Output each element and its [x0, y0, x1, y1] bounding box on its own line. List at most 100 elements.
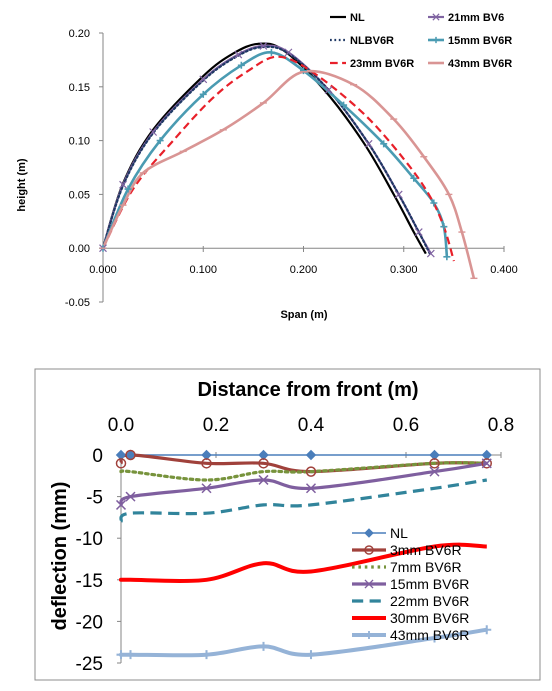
data-point-43mm-bv6r: [430, 633, 439, 643]
top-y-tick-label: 0.00: [69, 243, 90, 255]
legend-marker-15mm-bv6r: [364, 579, 374, 589]
series-line-nl: [101, 42, 427, 255]
top-y-tick-label: 0.15: [69, 82, 90, 94]
legend-marker-43mm-bv6r: [364, 630, 374, 640]
bot-x-tick-label: 0.2: [203, 415, 229, 436]
data-point-15mm-bv6r: [410, 174, 418, 182]
top-y-tick-label: 0.05: [69, 189, 90, 201]
top-y-tick-label: -0.05: [65, 297, 90, 309]
data-point-15mm-bv6r: [429, 466, 440, 477]
legend-label-43mm-bv6r: 43mm BV6R: [448, 58, 512, 70]
data-point-15mm-bv6r: [199, 90, 207, 98]
data-point-21mm-bv6: [259, 41, 268, 50]
series-line-7mm-bv6r: [119, 461, 489, 482]
legend-label-3mm-bv6r: 3mm BV6R: [390, 542, 462, 558]
legend-marker-15mm-bv6r: [432, 36, 440, 44]
bot-x-tick-label: 0.6: [393, 415, 419, 436]
deflection-chart: Distance from front (m) deflection (mm) …: [49, 379, 514, 675]
data-point-15mm-bv6r: [305, 483, 317, 494]
top-y-tick-label: 0.10: [69, 136, 90, 148]
data-point-15mm-bv6r: [124, 185, 132, 193]
legend-label-23mm-bv6r: 23mm BV6R: [350, 58, 414, 70]
data-point-43mm-bv6r: [482, 625, 492, 635]
legend-label-nl: NL: [350, 12, 365, 24]
data-point-3mm-bv6r: [201, 458, 212, 469]
data-point-15mm-bv6r: [380, 140, 388, 148]
data-point-3mm-bv6r: [125, 449, 136, 461]
top-y-tick-label: 0.20: [69, 28, 90, 40]
bottom-y-tick-labels: 0 -5 -10 -15 -20 -25: [76, 446, 103, 675]
legend-marker-nl: [364, 528, 374, 538]
data-point-15mm-bv6r: [340, 101, 348, 109]
data-point-43mm-bv6r: [116, 650, 126, 660]
data-point-21mm-bv6: [394, 190, 403, 199]
data-point-3mm-bv6r: [481, 458, 492, 469]
data-point-43mm-bv6r: [306, 650, 316, 660]
data-point-21mm-bv6: [119, 180, 127, 189]
series-line-23mm-bv6r: [102, 55, 455, 262]
bottom-x-tick-labels: 0.0 0.2 0.4 0.6 0.8: [108, 415, 514, 436]
legend-label-21mm-bv6: 21mm BV6: [448, 12, 504, 24]
data-point-15mm-bv6r: [258, 474, 269, 485]
data-point-43mm-bv6r: [126, 650, 135, 660]
top-legend: NL 21mm BV6 NLBV6R 15mm BV6R 23mm BV6R 43mm B…: [330, 12, 512, 70]
data-point-3mm-bv6r: [429, 458, 440, 469]
bot-y-tick-label: -25: [76, 654, 103, 675]
top-x-tick-label: 0.100: [189, 264, 217, 276]
bot-x-tick-label: 0.8: [488, 415, 514, 436]
legend-label-7mm-bv6r: 7mm BV6R: [390, 559, 462, 575]
series-line-30mm-bv6r: [118, 542, 487, 584]
legend-label-15mm-bv6r: 15mm BV6R: [390, 576, 469, 592]
data-point-21mm-bv6: [199, 75, 208, 84]
top-y-tick-labels: 0.20 0.15 0.10 0.05 0.00 -0.05: [65, 28, 90, 309]
data-point-15mm-bv6r: [237, 61, 245, 69]
top-x-tick-label: 0.300: [390, 264, 418, 276]
bot-y-tick-label: -5: [86, 488, 103, 509]
data-point-21mm-bv6: [234, 50, 243, 59]
legend-marker-21mm-bv6: [432, 13, 440, 21]
data-point-21mm-bv6: [414, 228, 423, 236]
legend-marker-3mm-bv6r: [364, 545, 374, 555]
bot-y-tick-label: -10: [76, 529, 103, 550]
top-x-tick-labels: 0.000 0.100 0.200 0.300 0.400: [89, 264, 518, 276]
top-y-axis-title: height (m): [16, 158, 28, 211]
data-point-43mm-bv6r: [202, 650, 211, 660]
bot-y-tick-label: -20: [76, 612, 103, 633]
bottom-series-markers: [115, 449, 492, 660]
data-point-21mm-bv6: [426, 249, 435, 258]
data-point-21mm-bv6: [284, 48, 293, 57]
top-x-tick-label: 0.000: [89, 264, 117, 276]
data-point-15mm-bv6r: [440, 223, 448, 231]
data-point-15mm-bv6r: [115, 499, 127, 510]
bot-y-tick-label: -15: [76, 571, 103, 592]
data-point-21mm-bv6: [149, 128, 158, 136]
top-x-tick-label: 0.200: [290, 264, 318, 276]
data-point-21mm-bv6: [324, 86, 333, 94]
bot-y-tick-label: 0: [92, 446, 103, 467]
data-point-3mm-bv6r: [258, 458, 269, 469]
span-height-chart: 0.000 0.100 0.200 0.300 0.400 0.200.150.100.…: [16, 12, 518, 321]
legend-label-nl: NL: [390, 525, 408, 541]
series-line-15mm-bv6r: [101, 51, 449, 257]
bottom-x-axis-title: Distance from front (m): [197, 379, 418, 401]
data-point-15mm-bv6r: [300, 67, 307, 75]
bottom-y-axis-title: deflection (mm): [49, 482, 71, 631]
data-point-nl: [305, 449, 317, 461]
legend-label-43mm-bv6r: 43mm BV6R: [390, 627, 469, 643]
data-point-15mm-bv6r: [443, 253, 451, 261]
data-point-15mm-bv6r: [481, 458, 492, 469]
data-point-15mm-bv6r: [156, 137, 164, 145]
bottom-chart-frame: [34, 368, 541, 681]
data-point-15mm-bv6r: [125, 491, 136, 502]
bot-x-tick-label: 0.0: [108, 415, 134, 436]
bot-x-tick-label: 0.4: [298, 415, 325, 436]
data-point-15mm-bv6r: [430, 199, 438, 207]
series-line-22mm-bv6r: [119, 478, 488, 523]
top-x-tick-label: 0.400: [490, 264, 518, 276]
data-point-3mm-bv6r: [305, 466, 317, 477]
data-point-43mm-bv6r: [259, 641, 268, 651]
top-series-markers: [99, 41, 478, 280]
data-point-3mm-bv6r: [115, 458, 127, 469]
